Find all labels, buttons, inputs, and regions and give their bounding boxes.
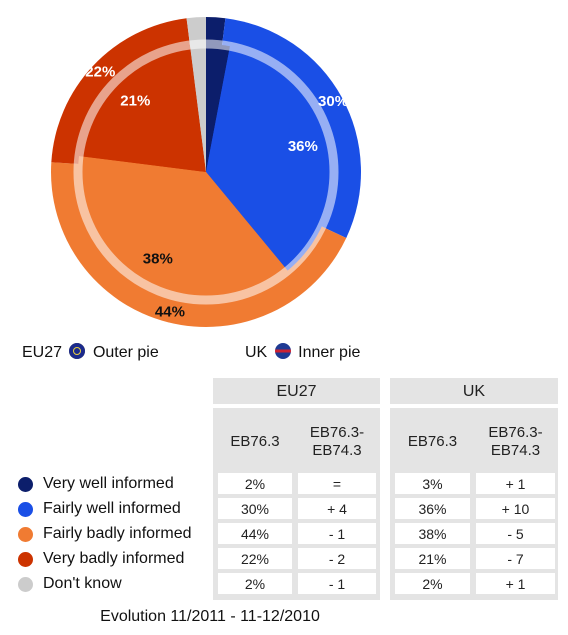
uk-flag bbox=[274, 343, 291, 359]
data-label-value: 21 bbox=[120, 92, 137, 109]
legend-swatch bbox=[18, 501, 33, 517]
legend-label: Fairly well informed bbox=[43, 500, 181, 517]
percent-sign: % bbox=[172, 303, 185, 320]
legend-swatch bbox=[18, 576, 33, 592]
group-header: EU27 bbox=[213, 380, 380, 408]
legend-label: Fairly badly informed bbox=[43, 525, 192, 542]
percent-sign: % bbox=[305, 138, 318, 155]
series-caption: Inner pie bbox=[298, 344, 361, 361]
data-label-value: 36 bbox=[288, 138, 305, 155]
percent-sign: % bbox=[159, 251, 172, 268]
table-cell: 3% bbox=[395, 473, 470, 494]
column-header: EB76.3 bbox=[230, 433, 280, 450]
table-cell: 22% bbox=[218, 548, 292, 569]
pie-slice bbox=[77, 155, 288, 301]
table-cell: 44% bbox=[218, 523, 292, 544]
footer: Evolution 11/2011 - 11-12/2010 bbox=[100, 608, 320, 625]
table-cell: 2% bbox=[218, 473, 292, 494]
series-name: UK bbox=[245, 344, 268, 361]
table-cell: 38% bbox=[395, 523, 470, 544]
inner-ring bbox=[73, 39, 339, 305]
table-cell: + 4 bbox=[298, 498, 376, 519]
percent-sign: % bbox=[137, 92, 150, 109]
legend-item: Fairly badly informed bbox=[18, 523, 192, 545]
series-caption: Outer pie bbox=[92, 344, 159, 361]
data-label-value: 30 bbox=[318, 93, 335, 110]
data-label: 22% bbox=[85, 64, 115, 81]
column-header: EB76.3-EB74.3 bbox=[309, 424, 365, 459]
table-cell: 2% bbox=[395, 573, 470, 594]
data-label: 21% bbox=[120, 92, 150, 109]
table-cell: 30% bbox=[218, 498, 292, 519]
legend-item: Don't know bbox=[18, 573, 122, 595]
table-cell: + 1 bbox=[476, 573, 555, 594]
percent-sign: % bbox=[102, 64, 115, 81]
table-cell: 36% bbox=[395, 498, 470, 519]
data-label-value: 38 bbox=[143, 251, 160, 268]
group-header: UK bbox=[390, 380, 558, 408]
legend-item: Fairly well informed bbox=[18, 498, 181, 520]
data-label-value: 44 bbox=[155, 303, 172, 320]
pie-chart: 30%44%22%36%38%21% bbox=[51, 17, 361, 327]
table-cell: - 2 bbox=[298, 548, 376, 569]
table-cell: + 1 bbox=[476, 473, 555, 494]
table-cell: - 5 bbox=[476, 523, 555, 544]
legend-item: Very badly informed bbox=[18, 548, 184, 570]
table-cell: 2% bbox=[218, 573, 292, 594]
eu-flag bbox=[69, 343, 86, 359]
outer-caption: EU27 Outer pie bbox=[22, 343, 159, 362]
data-label: 38% bbox=[143, 251, 173, 268]
data-label: 36% bbox=[288, 138, 318, 155]
legend-label: Very well informed bbox=[43, 475, 174, 492]
inner-caption: UK Inner pie bbox=[245, 343, 360, 362]
table-cell: = bbox=[298, 473, 376, 494]
column-header: EB76.3 bbox=[407, 433, 458, 450]
percent-sign: % bbox=[335, 93, 348, 110]
table-cell: - 7 bbox=[476, 548, 555, 569]
column-header: EB76.3-EB74.3 bbox=[488, 424, 543, 459]
data-label-value: 22 bbox=[85, 64, 102, 81]
pie-slice bbox=[79, 45, 206, 172]
legend-swatch bbox=[18, 476, 33, 492]
legend-swatch bbox=[18, 551, 33, 567]
legend-swatch bbox=[18, 526, 33, 542]
pie-slice bbox=[206, 44, 230, 172]
data-label: 44% bbox=[155, 303, 185, 320]
pie-slice bbox=[189, 44, 206, 172]
table-cell: 21% bbox=[395, 548, 470, 569]
data-label: 30% bbox=[318, 93, 348, 110]
table-cell: - 1 bbox=[298, 573, 376, 594]
series-name: EU27 bbox=[22, 344, 63, 361]
legend-item: Very well informed bbox=[18, 473, 174, 495]
pie-slice bbox=[206, 46, 335, 271]
table-cell: - 1 bbox=[298, 523, 376, 544]
legend-label: Very badly informed bbox=[43, 550, 185, 567]
table-cell: + 10 bbox=[476, 498, 555, 519]
legend-label: Don't know bbox=[43, 575, 122, 592]
